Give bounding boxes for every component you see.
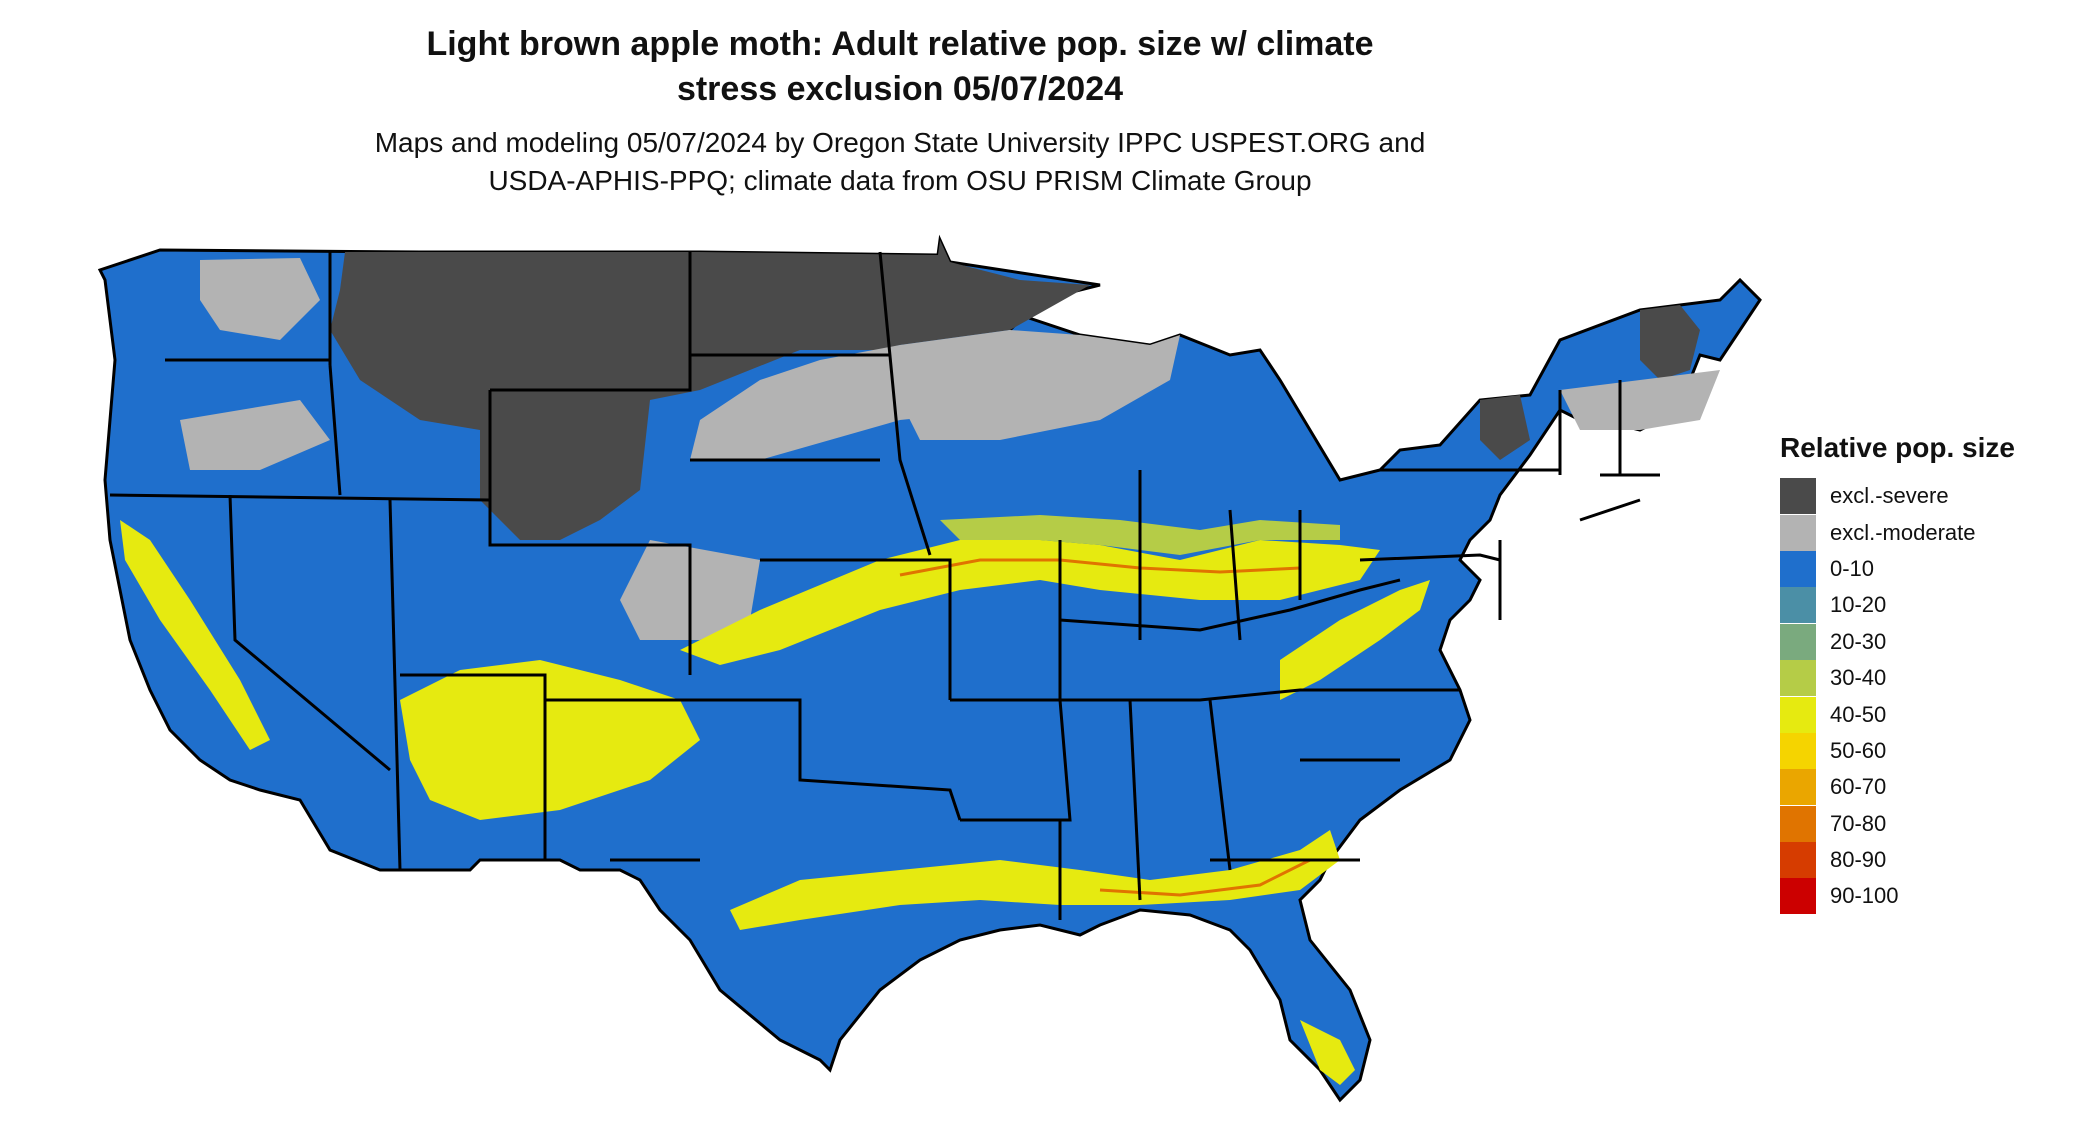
region-excl-severe-north — [330, 240, 1090, 540]
map-subtitle-line1: Maps and modeling 05/07/2024 by Oregon S… — [374, 127, 1426, 158]
legend-swatch — [1780, 878, 1816, 915]
legend-label: 0-10 — [1830, 555, 1875, 581]
legend-swatch — [1780, 660, 1816, 697]
legend-label: 30-40 — [1830, 665, 1887, 691]
legend-item: 40-50 — [1780, 696, 2080, 733]
legend-swatch — [1780, 732, 1816, 769]
legend-swatch — [1780, 805, 1816, 842]
legend-swatch — [1780, 514, 1816, 551]
legend-label: 40-50 — [1830, 701, 1887, 727]
map-title-line1: Light brown apple moth: Adult relative p… — [426, 25, 1374, 63]
legend: Relative pop. size excl.-severe excl.-mod… — [1780, 432, 2080, 915]
legend-item: excl.-moderate — [1780, 514, 2080, 551]
legend-title: Relative pop. size — [1780, 432, 2015, 463]
legend-item: 30-40 — [1780, 660, 2080, 697]
map-subtitle-line2: USDA-APHIS-PPQ; climate data from OSU PR… — [488, 165, 1312, 196]
legend-swatch — [1780, 842, 1816, 879]
band-gulf — [730, 830, 1340, 930]
map-title-line2: stress exclusion 05/07/2024 — [676, 70, 1124, 108]
band-florida — [1300, 1020, 1355, 1085]
legend-swatch — [1780, 623, 1816, 660]
legend-item: 70-80 — [1780, 805, 2080, 842]
legend-swatch — [1780, 696, 1816, 733]
legend-swatch — [1780, 550, 1816, 587]
legend-label: excl.-severe — [1830, 483, 1949, 509]
region-excl-moderate-wa — [200, 258, 320, 340]
legend-swatch — [1780, 587, 1816, 624]
band-california — [120, 520, 270, 750]
legend-item: 50-60 — [1780, 732, 2080, 769]
legend-label: 90-100 — [1830, 883, 1899, 909]
legend-item: 10-20 — [1780, 587, 2080, 624]
legend-label: excl.-moderate — [1830, 519, 1976, 545]
legend-swatch — [1780, 769, 1816, 806]
legend-label: 80-90 — [1830, 847, 1887, 873]
legend-label: 70-80 — [1830, 810, 1887, 836]
map-subtitle: Maps and modeling 05/07/2024 by Oregon S… — [250, 124, 1550, 200]
legend-item: 90-100 — [1780, 878, 2080, 915]
legend-label: 10-20 — [1830, 592, 1887, 618]
legend-item: 60-70 — [1780, 769, 2080, 806]
legend-item: 20-30 — [1780, 623, 2080, 660]
band-appalachian — [1280, 580, 1430, 700]
legend-label: 20-30 — [1830, 628, 1887, 654]
title-block: Light brown apple moth: Adult relative p… — [250, 22, 1550, 200]
region-excl-severe-ne2 — [1480, 395, 1530, 460]
legend-item: excl.-severe — [1780, 478, 2080, 515]
legend-item: 80-90 — [1780, 842, 2080, 879]
legend-label: 50-60 — [1830, 737, 1887, 763]
legend-items: excl.-severe excl.-moderate 0-10 10-20 20-30… — [1780, 478, 2080, 915]
legend-label: 60-70 — [1830, 774, 1887, 800]
region-excl-severe-ne — [1640, 305, 1700, 380]
map-title: Light brown apple moth: Adult relative p… — [250, 22, 1550, 112]
legend-swatch — [1780, 478, 1816, 515]
region-excl-moderate-wi — [900, 330, 1180, 440]
legend-item: 0-10 — [1780, 550, 2080, 587]
region-excl-moderate-or — [180, 400, 330, 470]
state-boundaries — [109, 251, 1660, 920]
region-excl-moderate-ne — [1560, 370, 1720, 430]
